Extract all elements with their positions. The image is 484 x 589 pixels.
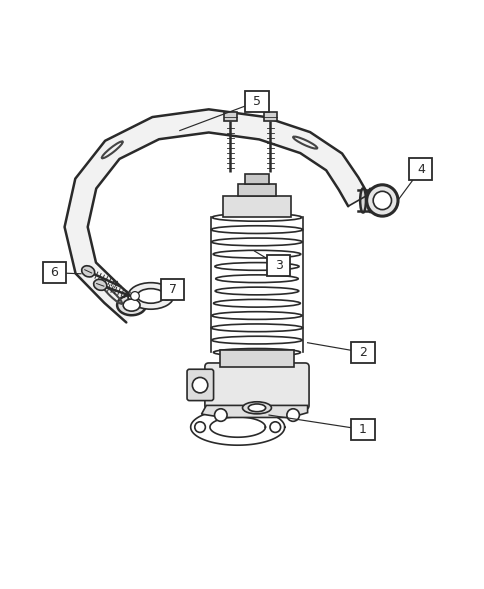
Ellipse shape	[248, 404, 265, 412]
FancyBboxPatch shape	[244, 174, 269, 184]
Ellipse shape	[137, 289, 164, 303]
Ellipse shape	[366, 185, 397, 216]
Circle shape	[192, 378, 207, 393]
Text: 3: 3	[274, 259, 282, 272]
Ellipse shape	[213, 299, 300, 307]
Polygon shape	[201, 405, 307, 418]
Circle shape	[214, 409, 227, 421]
Text: 1: 1	[358, 423, 366, 436]
Ellipse shape	[360, 188, 365, 213]
FancyBboxPatch shape	[351, 419, 374, 440]
FancyBboxPatch shape	[245, 91, 268, 112]
Ellipse shape	[117, 295, 146, 315]
FancyBboxPatch shape	[264, 112, 276, 121]
FancyBboxPatch shape	[187, 369, 213, 401]
Text: 4: 4	[416, 163, 424, 176]
Text: 2: 2	[358, 346, 366, 359]
FancyBboxPatch shape	[267, 255, 289, 276]
FancyBboxPatch shape	[408, 158, 432, 180]
FancyBboxPatch shape	[238, 184, 275, 196]
Circle shape	[130, 292, 139, 300]
Ellipse shape	[213, 250, 300, 258]
Ellipse shape	[212, 336, 302, 344]
Ellipse shape	[81, 266, 94, 277]
FancyBboxPatch shape	[220, 350, 293, 367]
Ellipse shape	[214, 263, 299, 270]
Ellipse shape	[215, 275, 298, 283]
Ellipse shape	[211, 238, 302, 246]
Ellipse shape	[372, 191, 391, 210]
FancyBboxPatch shape	[222, 196, 291, 217]
Circle shape	[195, 422, 205, 432]
Ellipse shape	[213, 349, 300, 356]
Ellipse shape	[211, 324, 302, 332]
Ellipse shape	[211, 226, 302, 233]
Ellipse shape	[215, 287, 298, 295]
Ellipse shape	[128, 283, 173, 309]
Ellipse shape	[212, 312, 302, 319]
Ellipse shape	[123, 299, 140, 311]
Text: 6: 6	[50, 266, 58, 279]
Ellipse shape	[212, 213, 301, 221]
FancyBboxPatch shape	[351, 342, 374, 363]
FancyBboxPatch shape	[43, 262, 66, 283]
Circle shape	[286, 409, 299, 421]
FancyBboxPatch shape	[161, 279, 184, 300]
Text: 7: 7	[168, 283, 176, 296]
FancyBboxPatch shape	[204, 363, 308, 409]
FancyBboxPatch shape	[224, 112, 236, 121]
Circle shape	[162, 292, 171, 300]
Ellipse shape	[93, 279, 106, 290]
Circle shape	[270, 422, 280, 432]
Polygon shape	[64, 110, 367, 322]
Ellipse shape	[242, 402, 271, 414]
Text: 5: 5	[253, 95, 260, 108]
Ellipse shape	[382, 190, 390, 211]
